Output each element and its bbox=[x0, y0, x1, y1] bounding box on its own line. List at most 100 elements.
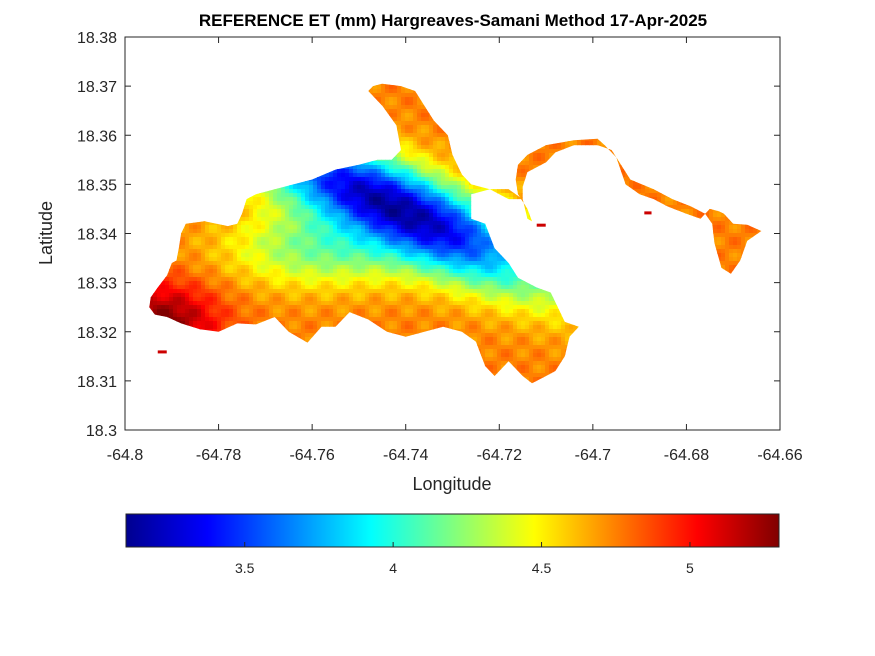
et-cell bbox=[309, 293, 314, 298]
et-cell bbox=[301, 229, 306, 234]
et-cell bbox=[213, 301, 218, 306]
et-cell bbox=[277, 309, 282, 314]
et-cell bbox=[321, 273, 326, 278]
et-cell bbox=[313, 213, 318, 218]
et-cell bbox=[289, 201, 294, 206]
et-cell bbox=[189, 297, 194, 302]
et-cell bbox=[229, 237, 234, 242]
et-cell bbox=[249, 309, 254, 314]
et-cell bbox=[281, 257, 286, 262]
et-cell bbox=[221, 317, 226, 322]
et-cell bbox=[257, 205, 262, 210]
et-cell bbox=[225, 325, 230, 330]
et-cell bbox=[233, 241, 238, 246]
et-cell bbox=[201, 305, 206, 310]
et-cell bbox=[261, 221, 266, 226]
et-cell bbox=[277, 233, 282, 238]
et-cell bbox=[245, 289, 250, 294]
et-cell bbox=[293, 245, 298, 250]
et-cell bbox=[225, 273, 230, 278]
et-cell bbox=[241, 253, 246, 258]
et-cell bbox=[321, 253, 326, 258]
et-cell bbox=[285, 293, 290, 298]
et-cell bbox=[177, 317, 182, 322]
et-cell bbox=[177, 293, 182, 298]
et-cell bbox=[281, 289, 286, 294]
et-cell bbox=[261, 193, 266, 198]
et-cell bbox=[173, 281, 178, 286]
et-cell bbox=[233, 265, 238, 270]
et-cell bbox=[257, 241, 262, 246]
et-cell bbox=[305, 257, 310, 262]
et-cell bbox=[321, 217, 326, 222]
et-cell bbox=[185, 265, 190, 270]
et-cell bbox=[257, 297, 262, 302]
et-cell bbox=[269, 313, 274, 318]
et-cell bbox=[185, 233, 190, 238]
et-cell bbox=[297, 333, 302, 338]
et-cell bbox=[169, 285, 174, 290]
et-cell bbox=[165, 281, 170, 286]
et-cell bbox=[193, 297, 198, 302]
et-cell bbox=[161, 305, 166, 310]
et-cell bbox=[305, 297, 310, 302]
et-cell bbox=[281, 237, 286, 242]
et-cell bbox=[325, 213, 330, 218]
et-cell bbox=[313, 193, 318, 198]
et-cell bbox=[213, 265, 218, 270]
et-cell bbox=[249, 241, 254, 246]
et-cell bbox=[261, 317, 266, 322]
et-cell bbox=[229, 309, 234, 314]
et-cell bbox=[297, 241, 302, 246]
et-cell bbox=[229, 245, 234, 250]
et-cell bbox=[217, 265, 222, 270]
et-cell bbox=[261, 209, 266, 214]
et-cell bbox=[189, 265, 194, 270]
et-cell bbox=[225, 293, 230, 298]
et-cell bbox=[325, 189, 330, 194]
et-cell bbox=[237, 245, 242, 250]
et-cell bbox=[293, 293, 298, 298]
et-cell bbox=[205, 297, 210, 302]
et-cell bbox=[285, 217, 290, 222]
et-cell bbox=[173, 269, 178, 274]
et-cell bbox=[293, 297, 298, 302]
et-cell bbox=[313, 329, 318, 334]
et-cell bbox=[321, 205, 326, 210]
et-cell bbox=[221, 297, 226, 302]
et-cell bbox=[277, 277, 282, 282]
et-cell bbox=[269, 261, 274, 266]
et-cell bbox=[309, 213, 314, 218]
et-cell bbox=[225, 297, 230, 302]
et-cell bbox=[269, 305, 274, 310]
et-cell bbox=[325, 209, 330, 214]
et-cell bbox=[289, 313, 294, 318]
et-cell bbox=[253, 217, 258, 222]
et-cell bbox=[317, 177, 322, 182]
et-cell bbox=[261, 285, 266, 290]
et-cell bbox=[241, 289, 246, 294]
et-cell bbox=[317, 205, 322, 210]
et-cell bbox=[201, 321, 206, 326]
et-cell bbox=[301, 321, 306, 326]
et-cell bbox=[225, 277, 230, 282]
et-cell bbox=[253, 277, 258, 282]
et-cell bbox=[313, 309, 318, 314]
et-cell bbox=[241, 301, 246, 306]
et-cell bbox=[285, 321, 290, 326]
et-cell bbox=[269, 209, 274, 214]
et-cell bbox=[297, 197, 302, 202]
et-cell bbox=[281, 321, 286, 326]
et-cell bbox=[185, 309, 190, 314]
et-cell bbox=[261, 233, 266, 238]
et-cell bbox=[161, 309, 166, 314]
et-cell bbox=[201, 273, 206, 278]
et-cell bbox=[221, 229, 226, 234]
et-cell bbox=[281, 265, 286, 270]
et-cell bbox=[249, 249, 254, 254]
et-cell bbox=[317, 317, 322, 322]
et-cell bbox=[313, 281, 318, 286]
et-cell bbox=[301, 185, 306, 190]
et-cell bbox=[277, 273, 282, 278]
et-cell bbox=[173, 265, 178, 270]
